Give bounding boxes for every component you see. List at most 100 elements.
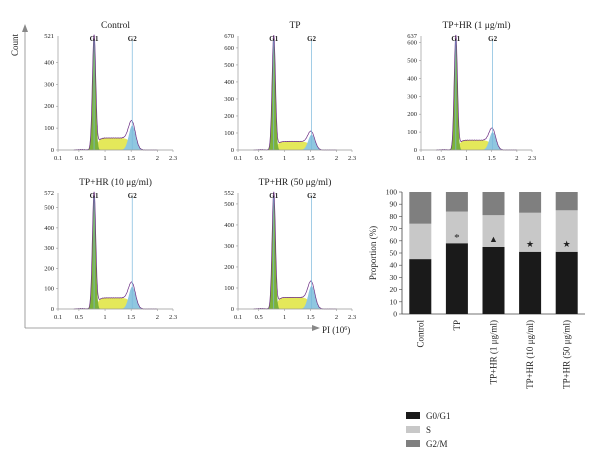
histogram-outline xyxy=(73,191,158,310)
histogram-x-tick-label: 0.5 xyxy=(75,314,83,321)
bar-significance-mark: ★ xyxy=(526,239,534,249)
histogram-y-tick-label: 300 xyxy=(407,93,417,100)
histogram-g2-area xyxy=(118,125,150,150)
bar-segment-g0-g1 xyxy=(482,246,505,314)
histogram-y-tick-label: 600 xyxy=(224,45,234,52)
histogram-x-tick-label: 1 xyxy=(465,155,468,162)
outer-x-label: PI (106) xyxy=(322,325,350,335)
histogram-y-tick-label: 300 xyxy=(44,245,54,252)
histogram-y-tick-label: 200 xyxy=(407,111,417,118)
histogram-y-tick-label: 200 xyxy=(224,264,234,271)
histogram-y-max-label: 572 xyxy=(44,190,54,197)
histogram-y-tick-label: 100 xyxy=(407,129,417,136)
histogram-outline xyxy=(73,34,158,151)
histogram-y-tick-label: 100 xyxy=(44,286,54,293)
bar-segment-g2-m xyxy=(482,192,505,216)
bar-y-tick-label: 60 xyxy=(390,236,398,245)
g2-marker-label: G2 xyxy=(307,35,316,43)
histogram-x-tick-label: 1 xyxy=(283,314,286,321)
bar-y-tick-label: 40 xyxy=(390,261,398,270)
histogram-y-tick-label: 500 xyxy=(44,205,54,212)
histogram-x-tick-label: 0.1 xyxy=(54,155,62,162)
histogram-g2-area xyxy=(297,285,329,309)
g1-marker-label: G1 xyxy=(451,35,460,43)
histogram-g1-area xyxy=(447,36,466,150)
histogram-y-tick-label: 200 xyxy=(44,103,54,110)
histogram-x-tick-label: 0.1 xyxy=(234,155,242,162)
histogram-panel: TP G1 G2 670 0 100 200 300 400 500 600 0.1 0.5 1 1.5 2 2… xyxy=(224,21,356,162)
bar-segment-g0-g1 xyxy=(445,243,468,314)
histogram-title: TP+HR (10 μg/ml) xyxy=(79,177,152,188)
histogram-y-max-label: 670 xyxy=(224,33,234,40)
histogram-y-tick-label: 400 xyxy=(224,79,234,86)
bar-y-axis-label: Proportion (%) xyxy=(368,226,378,280)
histogram-g2-area xyxy=(479,132,510,150)
g1-marker-label: G1 xyxy=(90,192,99,200)
histogram-x-tick-label: 0.5 xyxy=(255,155,263,162)
bar-category-label: Control xyxy=(415,320,425,348)
histogram-y-tick-label: 500 xyxy=(407,58,417,65)
histogram-x-tick-label: 2 xyxy=(335,314,338,321)
outer-x-arrow-icon xyxy=(312,325,320,331)
bar-segment-g2-m xyxy=(519,192,542,213)
histogram-title: Control xyxy=(101,21,130,31)
bar-category-label: TP xyxy=(452,320,462,331)
outer-x-label-close: ) xyxy=(347,325,350,335)
histogram-y-tick-label: 200 xyxy=(224,113,234,120)
histogram-g1-area xyxy=(85,193,104,309)
histogram-x-tick-label: 1 xyxy=(103,155,106,162)
histogram-x-tick-label: 2 xyxy=(156,155,159,162)
histogram-y-tick-label: 100 xyxy=(44,125,54,132)
histogram-panel: TP+HR (1 μg/ml) G1 G2 637 0 100 200 300 400 500 60… xyxy=(407,20,536,162)
bar-segment-g2-m xyxy=(555,192,578,211)
bar-significance-mark: * xyxy=(454,232,460,244)
bar-y-tick-label: 50 xyxy=(390,249,398,258)
histogram-x-tick-label: 0.5 xyxy=(75,155,83,162)
legend-swatch-g2-m xyxy=(406,440,420,447)
stacked-bar-chart: 0 10 20 30 40 50 60 70 80 90 100 Proportion (%) Cont… xyxy=(368,188,585,449)
histogram-x-tick-label: 0.5 xyxy=(255,314,263,321)
histogram-y-tick-label: 300 xyxy=(44,81,54,88)
bar-segment-s xyxy=(445,211,468,244)
histogram-x-tick-label: 1.5 xyxy=(306,314,314,321)
histogram-y-tick-label: 300 xyxy=(224,243,234,250)
histogram-g1-area xyxy=(264,36,284,150)
histogram-x-tick-label: 0.1 xyxy=(234,314,242,321)
bar-segment-g0-g1 xyxy=(519,251,542,314)
bar-segment-s xyxy=(555,210,578,252)
histogram-x-tick-label: 2 xyxy=(515,155,518,162)
bar-y-tick-label: 100 xyxy=(386,188,398,197)
histogram-y-tick-label: 500 xyxy=(224,62,234,69)
bar-y-tick-label: 70 xyxy=(390,224,398,233)
histogram-y-tick-label: 400 xyxy=(44,59,54,66)
g2-marker-label: G2 xyxy=(307,192,316,200)
histogram-x-tick-label: 1.5 xyxy=(306,155,314,162)
g2-marker-label: G2 xyxy=(128,192,137,200)
histogram-x-tick-label: 1.5 xyxy=(127,155,135,162)
legend-label: G0/G1 xyxy=(426,411,451,421)
histogram-x-tick-label: 1.5 xyxy=(127,314,135,321)
outer-y-label: Count xyxy=(10,34,20,57)
histogram-x-tick-label: 2.3 xyxy=(348,155,356,162)
bar-segment-s xyxy=(409,223,432,260)
histogram-outline xyxy=(253,191,337,310)
histogram-x-tick-label: 1.5 xyxy=(488,155,496,162)
histogram-g1-area xyxy=(85,36,104,150)
histogram-g1-area xyxy=(264,193,284,309)
histogram-panel: TP+HR (10 μg/ml) G1 G2 572 0 100 200 300 400 500 0… xyxy=(44,177,177,321)
histogram-y-tick-label: 0 xyxy=(231,306,234,313)
histogram-x-tick-label: 2.3 xyxy=(169,155,177,162)
histogram-x-tick-label: 2.3 xyxy=(348,314,356,321)
bar-segment-g2-m xyxy=(409,192,432,224)
bar-y-tick-label: 90 xyxy=(390,200,398,209)
bar-segment-s xyxy=(519,212,542,252)
histogram-y-max-label: 637 xyxy=(407,33,418,40)
histogram-y-tick-label: 400 xyxy=(44,225,54,232)
histogram-y-tick-label: 600 xyxy=(407,40,417,47)
histogram-y-tick-label: 400 xyxy=(224,222,234,229)
g1-marker-label: G1 xyxy=(269,192,278,200)
histogram-y-tick-label: 0 xyxy=(414,147,417,154)
legend-label: S xyxy=(426,425,431,435)
